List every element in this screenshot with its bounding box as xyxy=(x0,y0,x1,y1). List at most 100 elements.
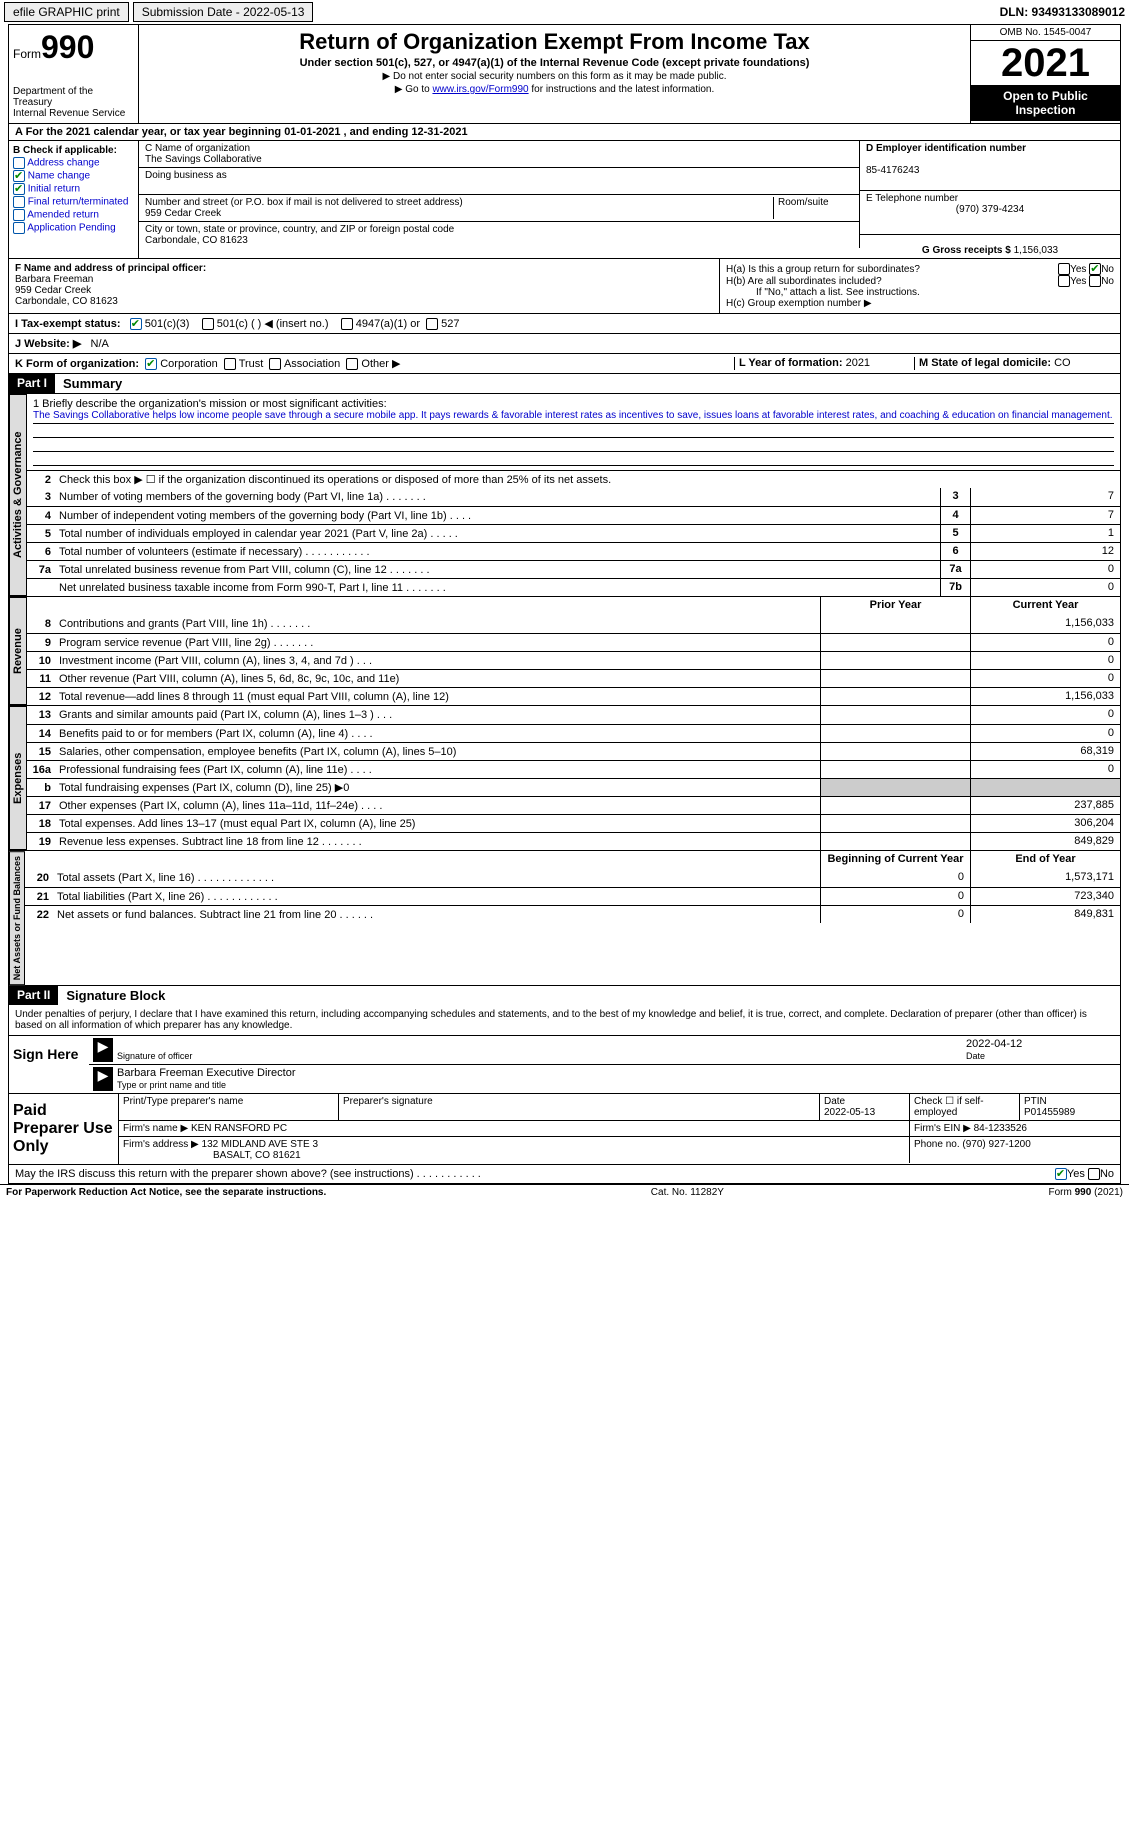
gov-line: 4 Number of independent voting members o… xyxy=(27,506,1120,524)
irs-text: Internal Revenue Service xyxy=(13,108,134,119)
exp-line: 15 Salaries, other compensation, employe… xyxy=(27,742,1120,760)
phone-label: Phone no. xyxy=(914,1139,960,1150)
efile-button[interactable]: efile GRAPHIC print xyxy=(4,2,129,22)
ph3: Date xyxy=(824,1096,845,1107)
exp-line: 17 Other expenses (Part IX, column (A), … xyxy=(27,796,1120,814)
date-label: Date xyxy=(966,1051,985,1061)
form-number: 990 xyxy=(41,29,94,65)
top-bar: efile GRAPHIC print Submission Date - 20… xyxy=(0,0,1129,24)
i-opt2: 4947(a)(1) or xyxy=(356,318,420,330)
exp-line: 16a Professional fundraising fees (Part … xyxy=(27,760,1120,778)
l-val: 2021 xyxy=(846,357,870,369)
check-address[interactable] xyxy=(13,157,25,169)
gross-label: G Gross receipts $ xyxy=(922,245,1011,256)
irs-link[interactable]: www.irs.gov/Form990 xyxy=(432,84,528,95)
yes-text2: Yes xyxy=(1070,276,1086,287)
check-name[interactable] xyxy=(13,170,25,182)
faddr-label: Firm's address ▶ xyxy=(123,1139,199,1150)
k-trust[interactable] xyxy=(224,358,236,370)
header-middle: Return of Organization Exempt From Incom… xyxy=(139,25,970,123)
mission-text: The Savings Collaborative helps low inco… xyxy=(33,410,1114,424)
phone-val: (970) 927-1200 xyxy=(962,1139,1030,1150)
hb-note: If "No," attach a list. See instructions… xyxy=(726,287,1114,298)
ha-yes[interactable] xyxy=(1058,263,1070,275)
form-title: Return of Organization Exempt From Incom… xyxy=(147,29,962,55)
k-label: K Form of organization: xyxy=(15,358,139,370)
omb-text: OMB No. 1545-0047 xyxy=(971,25,1120,41)
i-opt0: 501(c)(3) xyxy=(145,318,190,330)
k-corp[interactable] xyxy=(145,358,157,370)
gov-line: 3 Number of voting members of the govern… xyxy=(27,488,1120,506)
fein-label: Firm's EIN ▶ xyxy=(914,1123,971,1134)
i-501c[interactable] xyxy=(202,318,214,330)
pra-text: For Paperwork Reduction Act Notice, see … xyxy=(6,1187,326,1198)
f990: 990 xyxy=(1075,1187,1092,1198)
discuss-no[interactable] xyxy=(1088,1168,1100,1180)
faddr1: 132 MIDLAND AVE STE 3 xyxy=(202,1139,319,1150)
gov-line: Net unrelated business taxable income fr… xyxy=(27,578,1120,596)
line2-text: Check this box ▶ ☐ if the organization d… xyxy=(55,471,1120,488)
ph4: Check ☐ if self-employed xyxy=(914,1096,984,1118)
note2-pre: ▶ Go to xyxy=(395,84,433,95)
ha-no[interactable] xyxy=(1089,263,1101,275)
row-a-text: A For the 2021 calendar year, or tax yea… xyxy=(15,126,468,138)
exp-line: 18 Total expenses. Add lines 13–17 (must… xyxy=(27,814,1120,832)
vtab-net: Net Assets or Fund Balances xyxy=(9,851,25,985)
note2-post: for instructions and the latest informat… xyxy=(529,84,715,95)
ph5: PTIN xyxy=(1024,1096,1047,1107)
row-i: I Tax-exempt status: 501(c)(3) 501(c) ( … xyxy=(9,313,1120,333)
hb-label: H(b) Are all subordinates included? xyxy=(726,276,1058,287)
row-k: K Form of organization: Corporation Trus… xyxy=(9,353,1120,373)
i-527[interactable] xyxy=(426,318,438,330)
gross-val: 1,156,033 xyxy=(1014,245,1059,256)
vtab-expenses: Expenses xyxy=(9,706,27,850)
opt-initial: Initial return xyxy=(28,184,80,195)
check-initial[interactable] xyxy=(13,183,25,195)
fy: 2021 xyxy=(1097,1187,1119,1198)
exp-line: 13 Grants and similar amounts paid (Part… xyxy=(27,706,1120,724)
arrow-icon2: ▶ xyxy=(93,1067,113,1091)
check-pending[interactable] xyxy=(13,222,25,234)
i-opt3: 527 xyxy=(441,318,459,330)
rev-line: 8 Contributions and grants (Part VIII, l… xyxy=(27,615,1120,633)
hb-no[interactable] xyxy=(1089,275,1101,287)
ph5v: P01455989 xyxy=(1024,1107,1075,1118)
c-name-label: C Name of organization xyxy=(145,143,250,154)
penalties-text: Under penalties of perjury, I declare th… xyxy=(9,1005,1120,1035)
opt-name: Name change xyxy=(28,171,90,182)
net-line: 22 Net assets or fund balances. Subtract… xyxy=(25,905,1120,923)
addr-label: Number and street (or P.O. box if mail i… xyxy=(145,197,463,208)
row-a: A For the 2021 calendar year, or tax yea… xyxy=(9,124,1120,141)
name-label: Type or print name and title xyxy=(117,1080,226,1090)
city-label: City or town, state or province, country… xyxy=(145,224,454,235)
firm-val: KEN RANSFORD PC xyxy=(191,1123,287,1134)
form-word: Form xyxy=(13,47,41,61)
opt-address: Address change xyxy=(27,158,99,169)
check-amended[interactable] xyxy=(13,209,25,221)
part2-header: Part II Signature Block xyxy=(9,985,1120,1005)
f-name: Barbara Freeman xyxy=(15,274,93,285)
form-subtitle: Under section 501(c), 527, or 4947(a)(1)… xyxy=(147,57,962,69)
ein-label: D Employer identification number xyxy=(866,143,1026,154)
net-line: 20 Total assets (Part X, line 16) . . . … xyxy=(25,869,1120,887)
i-4947[interactable] xyxy=(341,318,353,330)
dn: No xyxy=(1100,1168,1114,1180)
arrow-icon: ▶ xyxy=(93,1038,113,1062)
discuss-yes[interactable] xyxy=(1055,1168,1067,1180)
i-501c3[interactable] xyxy=(130,318,142,330)
paid-title: Paid Preparer Use Only xyxy=(9,1094,119,1164)
ph3v: 2022-05-13 xyxy=(824,1107,875,1118)
submission-button[interactable]: Submission Date - 2022-05-13 xyxy=(133,2,314,22)
yes-text: Yes xyxy=(1070,264,1086,275)
header-right: OMB No. 1545-0047 2021 Open to Public In… xyxy=(970,25,1120,123)
j-val: N/A xyxy=(91,338,109,350)
exp-line: 19 Revenue less expenses. Subtract line … xyxy=(27,832,1120,850)
k-other[interactable] xyxy=(346,358,358,370)
check-final[interactable] xyxy=(13,196,25,208)
hb-yes[interactable] xyxy=(1058,275,1070,287)
k-assoc[interactable] xyxy=(269,358,281,370)
ph1: Print/Type preparer's name xyxy=(123,1096,243,1107)
gov-line: 6 Total number of volunteers (estimate i… xyxy=(27,542,1120,560)
j-label: J Website: ▶ xyxy=(15,338,81,350)
rev-line: 12 Total revenue—add lines 8 through 11 … xyxy=(27,687,1120,705)
